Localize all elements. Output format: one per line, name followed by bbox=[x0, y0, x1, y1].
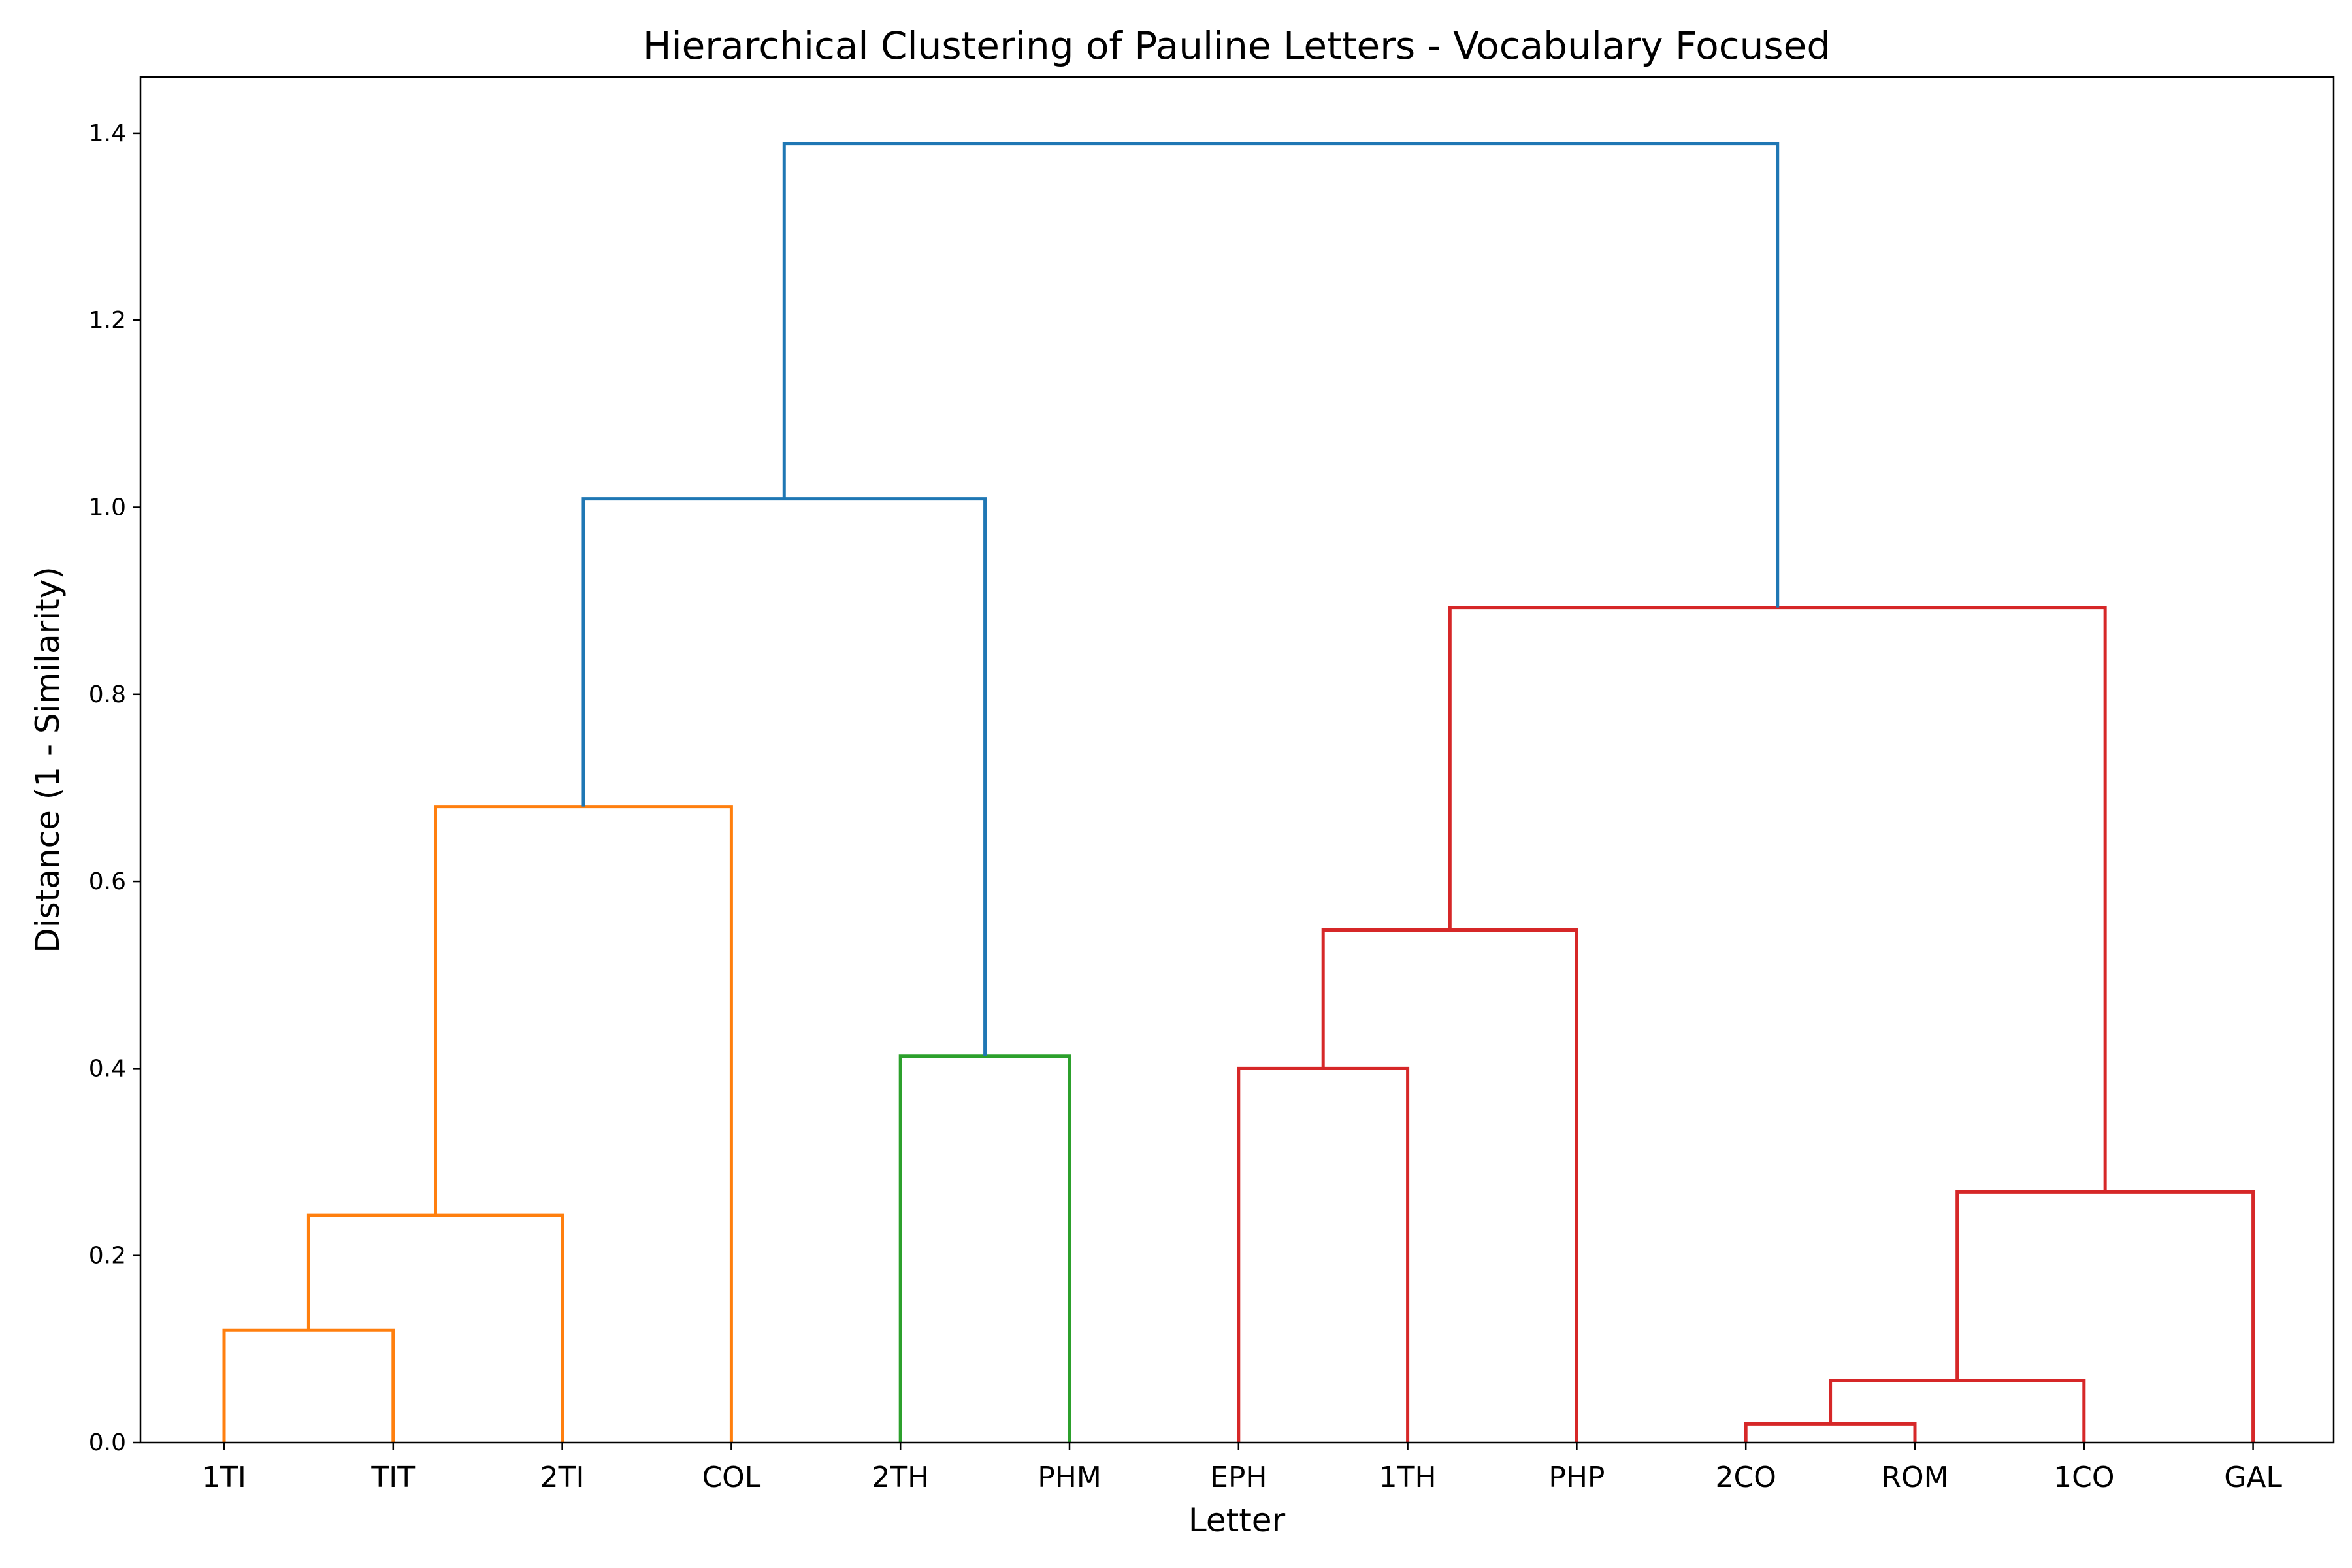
y-axis-ticks: 0.0 0.2 0.4 0.6 0.8 1.0 1.2 1.4 bbox=[89, 120, 140, 1456]
leaf-label: 1TH bbox=[1379, 1461, 1437, 1494]
leaf-label: 2TI bbox=[540, 1461, 585, 1494]
merge-link-9 bbox=[1955, 1190, 2255, 1443]
leaf-label: 1TI bbox=[202, 1461, 246, 1494]
merge-link-8 bbox=[1829, 1379, 2086, 1443]
leaf-label: TIT bbox=[370, 1461, 415, 1494]
leaf-label: ROM bbox=[1881, 1461, 1948, 1494]
merge-link-3 bbox=[434, 805, 733, 1443]
y-tick-label: 1.0 bbox=[89, 494, 126, 521]
merge-link-6 bbox=[1321, 928, 1578, 1443]
merge-link-7 bbox=[1744, 1422, 1917, 1443]
leaf-label: 1CO bbox=[2053, 1461, 2114, 1494]
merge-link-1 bbox=[222, 1328, 395, 1443]
x-axis-ticks: 1TI TIT 2TI COL 2TH PHM EPH 1TH PHP 2CO ROM 1CO GAL bbox=[202, 1443, 2282, 1494]
leaf-label: EPH bbox=[1210, 1461, 1267, 1494]
merge-link-11 bbox=[581, 497, 987, 1056]
y-tick-label: 1.2 bbox=[89, 307, 126, 334]
leaf-label: PHP bbox=[1548, 1461, 1605, 1494]
y-tick-label: 0.6 bbox=[89, 868, 126, 895]
leaf-label: COL bbox=[702, 1461, 760, 1494]
y-tick-label: 0.4 bbox=[89, 1055, 126, 1082]
chart-title: Hierarchical Clustering of Pauline Lette… bbox=[643, 24, 1831, 68]
y-tick-label: 0.2 bbox=[89, 1243, 126, 1269]
leaf-label: 2CO bbox=[1716, 1461, 1776, 1494]
y-tick-label: 0.8 bbox=[89, 681, 126, 708]
merge-link-12 bbox=[782, 142, 1780, 608]
leaf-label: PHM bbox=[1037, 1461, 1102, 1494]
leaf-label: GAL bbox=[2224, 1461, 2282, 1494]
merge-link-5 bbox=[1237, 1066, 1410, 1443]
x-axis-label: Letter bbox=[1188, 1501, 1286, 1539]
merge-link-10 bbox=[1448, 606, 2107, 1192]
plot-frame bbox=[139, 76, 2335, 1444]
y-tick-label: 1.4 bbox=[89, 120, 126, 147]
y-tick-label: 0.0 bbox=[89, 1429, 126, 1456]
merge-link-4 bbox=[898, 1054, 1071, 1443]
leaf-label: 2TH bbox=[872, 1461, 929, 1494]
y-axis-label: Distance (1 - Similarity) bbox=[29, 566, 67, 953]
dendrogram-links bbox=[222, 142, 2255, 1443]
